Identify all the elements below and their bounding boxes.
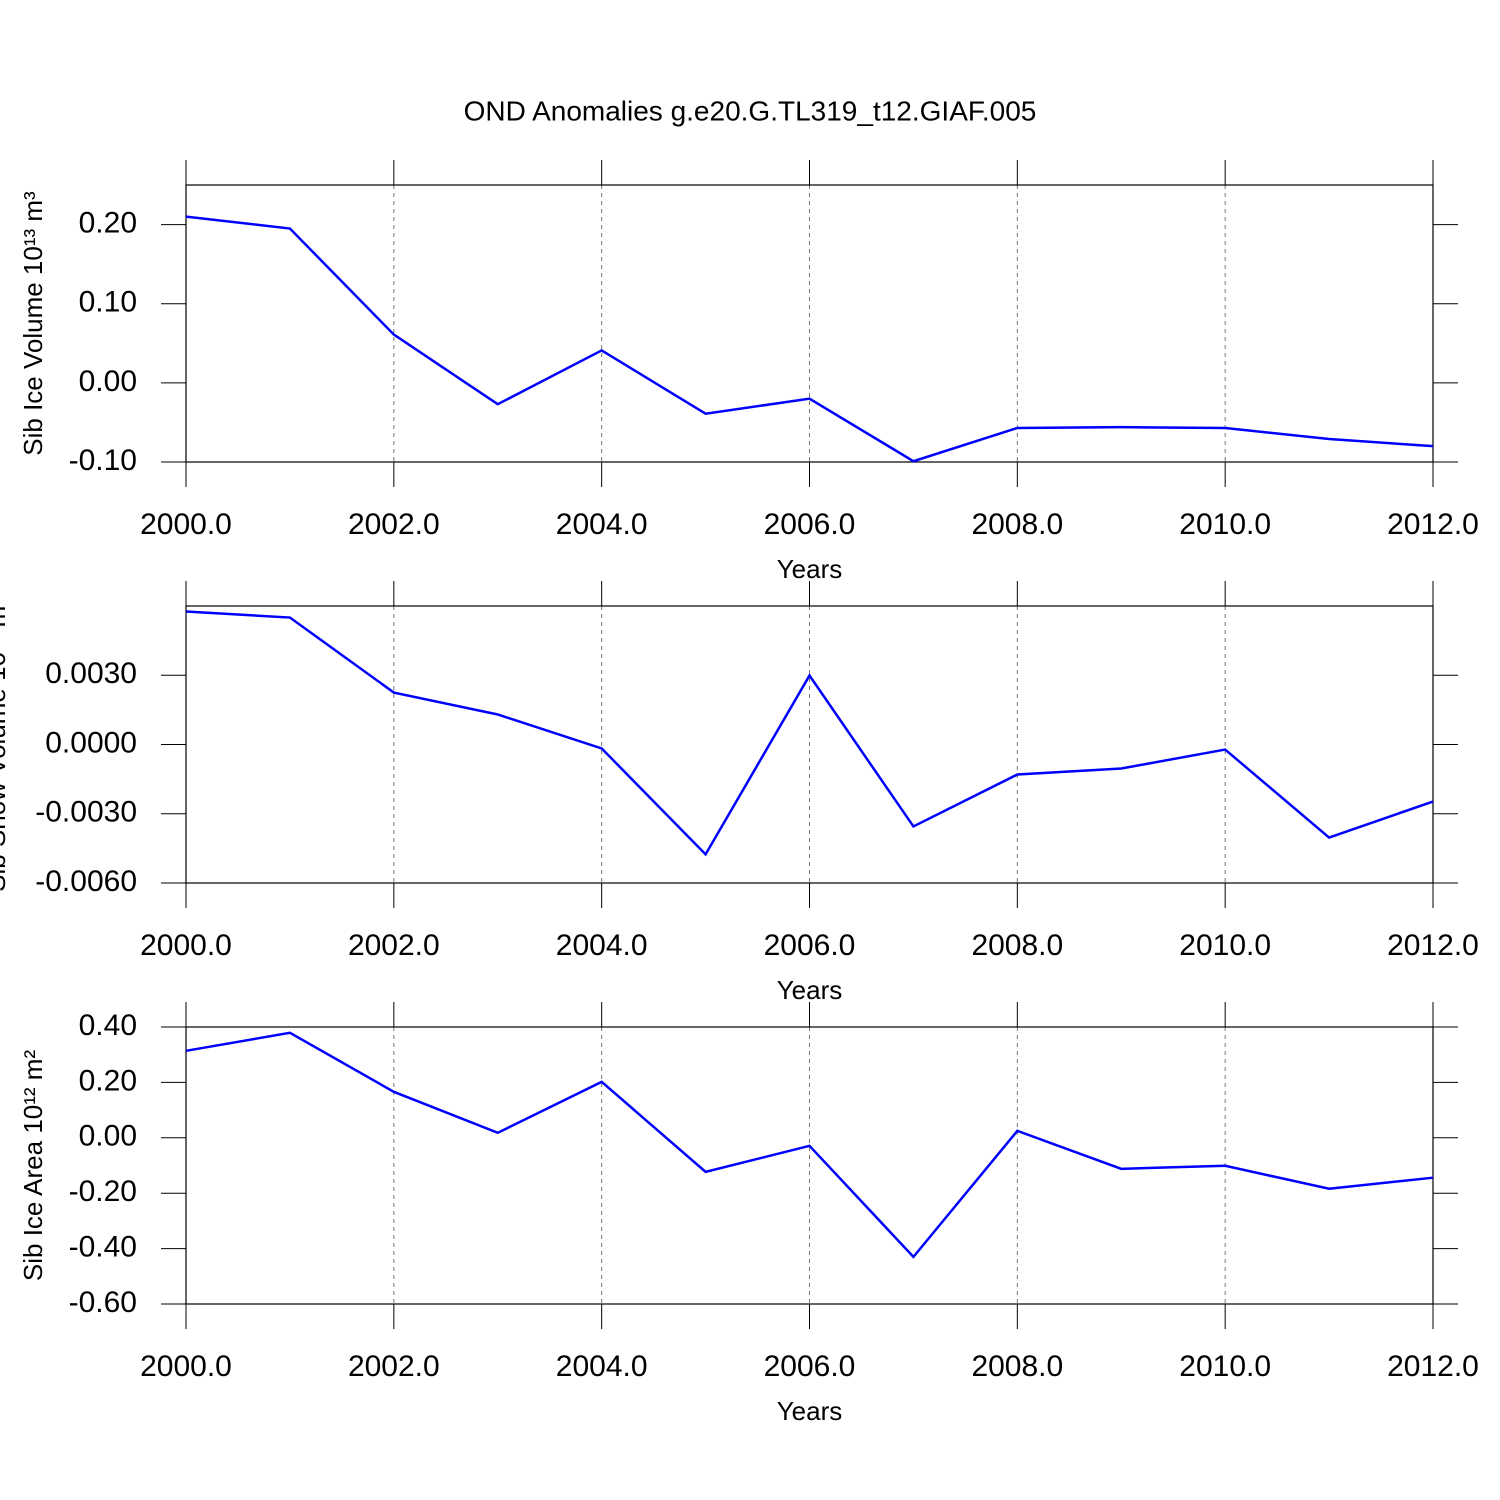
x-tick-label: 2000.0 — [140, 929, 232, 962]
plot-frame — [185, 184, 1434, 463]
y-tick-label: -0.20 — [69, 1175, 137, 1208]
x-tick-label: 2006.0 — [764, 1350, 856, 1383]
y-tick-label: -0.0030 — [35, 796, 137, 829]
x-tick-label: 2012.0 — [1387, 929, 1479, 962]
x-tick-label: 2000.0 — [140, 508, 232, 541]
y-tick-label: -0.0060 — [35, 865, 137, 898]
x-tick-label: 2008.0 — [971, 508, 1063, 541]
y-tick-label: -0.10 — [69, 444, 137, 477]
x-tick-label: 2010.0 — [1179, 929, 1271, 962]
x-tick-label: 2004.0 — [556, 1350, 648, 1383]
y-tick-label: 0.20 — [79, 206, 137, 239]
chart-title: OND Anomalies g.e20.G.TL319_t12.GIAF.005 — [464, 95, 1037, 126]
x-tick-label: 2002.0 — [348, 508, 440, 541]
y-axis-label: Sib Ice Volume 10¹³ m³ — [18, 191, 48, 456]
x-tick-label: 2008.0 — [971, 929, 1063, 962]
x-tick-label: 2008.0 — [971, 1350, 1063, 1383]
x-tick-label: 2002.0 — [348, 1350, 440, 1383]
x-tick-label: 2010.0 — [1179, 508, 1271, 541]
y-tick-label: -0.60 — [69, 1286, 137, 1319]
plot-frame — [185, 1026, 1434, 1305]
x-tick-label: 2010.0 — [1179, 1350, 1271, 1383]
y-axis-label: Sib Snow Volume 10¹³ m³ — [0, 597, 11, 892]
x-tick-label: 2006.0 — [764, 929, 856, 962]
x-tick-label: 2004.0 — [556, 508, 648, 541]
x-tick-label: 2004.0 — [556, 929, 648, 962]
y-tick-label: -0.40 — [69, 1231, 137, 1264]
x-tick-label: 2000.0 — [140, 1350, 232, 1383]
x-tick-label: 2012.0 — [1387, 508, 1479, 541]
data-line — [185, 215, 1434, 463]
plot-frame — [185, 605, 1434, 884]
y-tick-label: 0.00 — [79, 1120, 137, 1153]
y-tick-label: 0.40 — [79, 1009, 137, 1042]
x-axis-label: Years — [777, 554, 843, 584]
y-tick-label: 0.0000 — [45, 726, 137, 759]
x-axis-label: Years — [777, 975, 843, 1005]
data-line — [185, 1031, 1434, 1259]
x-axis-label: Years — [777, 1396, 843, 1426]
y-axis-label: Sib Ice Area 10¹² m² — [18, 1050, 48, 1282]
y-tick-label: 0.20 — [79, 1064, 137, 1097]
x-tick-label: 2002.0 — [348, 929, 440, 962]
x-tick-label: 2006.0 — [764, 508, 856, 541]
y-tick-label: 0.00 — [79, 365, 137, 398]
y-tick-label: 0.0030 — [45, 657, 137, 690]
y-tick-label: 0.10 — [79, 286, 137, 319]
x-tick-label: 2012.0 — [1387, 1350, 1479, 1383]
data-line — [185, 610, 1434, 857]
